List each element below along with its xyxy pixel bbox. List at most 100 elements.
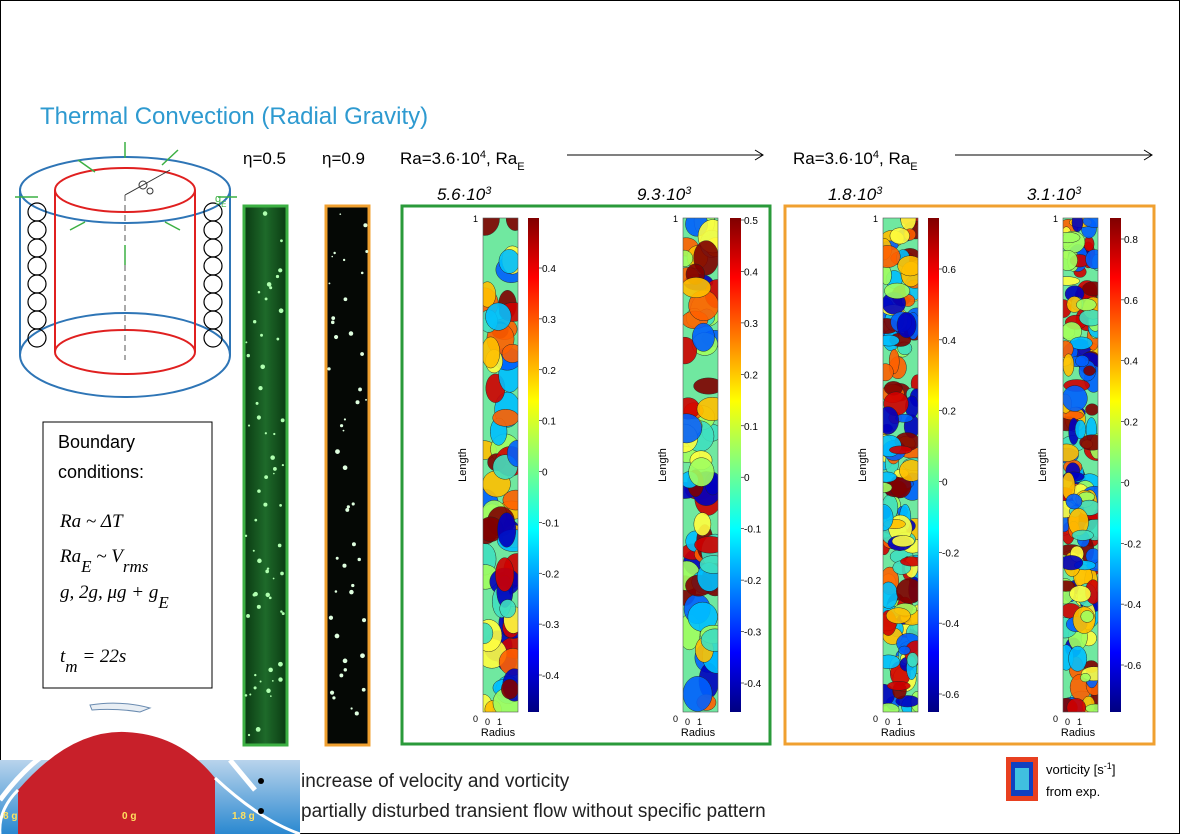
speck xyxy=(280,572,284,576)
contour-blob xyxy=(1066,494,1082,509)
contour-blob xyxy=(500,599,516,617)
contour-blob xyxy=(502,344,523,362)
speck xyxy=(263,211,268,216)
speck xyxy=(356,400,360,404)
superscript: 3 xyxy=(485,185,492,197)
piv-strip-right xyxy=(326,206,369,745)
speck xyxy=(344,668,347,671)
colorbar xyxy=(1110,218,1121,712)
text-part: = 22s xyxy=(78,646,127,667)
contour-blob xyxy=(1072,530,1094,540)
case-label: η=0.5 xyxy=(243,149,286,168)
phase-label: 1.8 g xyxy=(232,811,255,822)
speck xyxy=(258,386,262,390)
speck xyxy=(343,259,345,261)
slide-title: Thermal Convection (Radial Gravity) xyxy=(40,103,428,130)
speck xyxy=(254,686,257,689)
speck xyxy=(330,691,334,695)
speck xyxy=(333,252,335,254)
speck xyxy=(335,590,338,593)
speck xyxy=(257,489,261,493)
superscript: 3 xyxy=(685,185,692,197)
contour-blob xyxy=(493,409,519,426)
speck xyxy=(257,559,262,564)
speck xyxy=(335,449,340,454)
speck xyxy=(365,250,368,253)
contour-blob xyxy=(901,207,916,230)
x-tick-label: 1 xyxy=(497,717,502,727)
speck xyxy=(352,502,355,505)
text-part: Ra=3.6·10 xyxy=(793,149,873,168)
subscript: m xyxy=(65,657,77,676)
speck xyxy=(270,455,275,460)
speck xyxy=(327,367,330,370)
speck xyxy=(245,341,247,343)
speck xyxy=(343,430,345,432)
contour-blob xyxy=(1084,366,1096,376)
plot-title: 5.6·103 xyxy=(437,185,492,204)
speck xyxy=(269,596,272,599)
contour-blob xyxy=(1082,282,1104,296)
speck xyxy=(276,275,279,278)
x-tick-label: 1 xyxy=(897,717,902,727)
x-axis-label: Radius xyxy=(1061,727,1096,739)
subscript: E xyxy=(157,593,169,612)
speck xyxy=(279,504,282,507)
contour-blob xyxy=(700,556,728,574)
speck xyxy=(253,320,256,323)
x-axis-label: Radius xyxy=(481,727,516,739)
contour-blob xyxy=(1086,250,1104,269)
speck xyxy=(266,593,270,597)
contour-blob xyxy=(897,312,916,337)
colorbar-tick-label: 0.2 xyxy=(542,366,556,377)
formula: Ra ~ ΔT xyxy=(59,511,124,532)
speck xyxy=(355,711,359,715)
speck xyxy=(256,402,259,405)
speck xyxy=(331,256,333,258)
colorbar-tick-label: 0.3 xyxy=(744,319,758,330)
text-part: ] xyxy=(1112,762,1116,777)
speck xyxy=(360,653,365,658)
speck xyxy=(246,614,250,618)
speck xyxy=(360,352,364,356)
contour-blob xyxy=(884,283,909,299)
contour-blob xyxy=(875,245,901,267)
colorbar-tick-label: -0.1 xyxy=(744,525,762,536)
contour-blob xyxy=(1069,646,1087,671)
speck xyxy=(248,425,250,427)
text-part: ~ V xyxy=(92,546,126,567)
contour-blob xyxy=(877,655,900,669)
x-tick-label: 0 xyxy=(1065,717,1070,727)
superscript: 3 xyxy=(1075,185,1082,197)
plot-title: 9.3·103 xyxy=(637,185,692,204)
speck xyxy=(350,707,352,709)
speck xyxy=(332,696,335,699)
speck xyxy=(279,308,284,313)
ra-label: Ra=3.6·104, RaE xyxy=(400,149,525,173)
contour-blob xyxy=(881,266,892,285)
y-tick-label: 1 xyxy=(473,214,478,224)
speck xyxy=(282,612,285,615)
x-tick-label: 0 xyxy=(485,717,490,727)
speck xyxy=(347,505,350,508)
bullet-dot xyxy=(258,778,264,784)
speck xyxy=(260,365,265,370)
contour-blob xyxy=(1072,213,1083,232)
text-part: , Ra xyxy=(486,149,518,168)
speck xyxy=(358,558,361,561)
colorbar xyxy=(528,218,539,712)
speck xyxy=(267,282,272,287)
y-axis-label: Length xyxy=(457,448,469,482)
colorbar xyxy=(730,218,741,712)
colorbar-tick-label: 0.4 xyxy=(744,267,758,278)
speck xyxy=(349,590,353,594)
colorbar-tick-label: -0.6 xyxy=(942,690,960,701)
contour-field xyxy=(669,205,732,712)
bullet-text: increase of velocity and vorticity xyxy=(301,771,570,792)
colorbar-tick-label: -0.1 xyxy=(542,518,560,529)
contour-blob xyxy=(1075,420,1086,439)
colorbar-tick-label: -0.4 xyxy=(1124,600,1142,611)
bullet-text: partially disturbed transient flow witho… xyxy=(301,801,766,822)
speck xyxy=(335,634,340,639)
speck xyxy=(352,542,356,546)
